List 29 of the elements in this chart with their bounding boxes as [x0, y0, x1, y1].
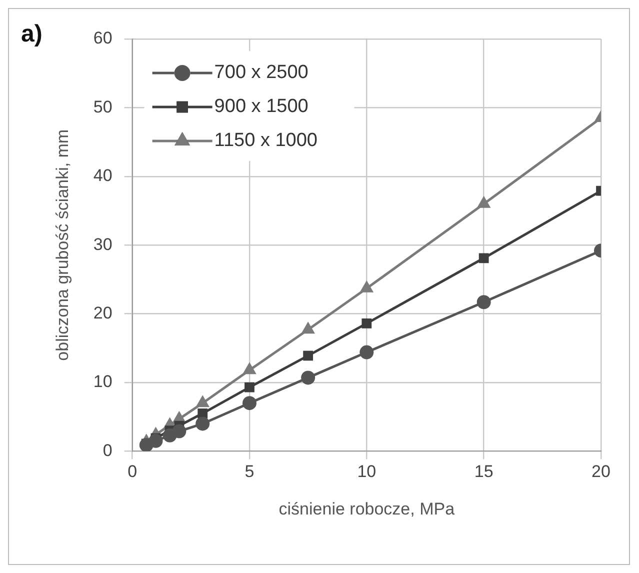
y-tick-label: 40	[93, 166, 112, 186]
x-tick-label: 15	[474, 462, 494, 482]
point	[148, 434, 163, 448]
point	[478, 253, 489, 264]
y-tick-label: 0	[102, 440, 112, 460]
point	[362, 318, 372, 328]
point	[360, 345, 374, 360]
y-tick-label: 60	[93, 28, 112, 48]
point	[172, 424, 186, 438]
y-tick-label: 10	[93, 372, 112, 392]
point	[476, 295, 491, 310]
y-tick-label: 20	[93, 303, 112, 322]
y-tick-label: 30	[93, 234, 112, 254]
y-tick-label: 50	[93, 97, 112, 116]
point	[196, 416, 210, 431]
x-tick-label: 0	[128, 462, 138, 482]
point	[244, 382, 254, 392]
x-tick-label: 20	[592, 462, 610, 482]
x-tick-label: 10	[357, 462, 376, 482]
y-axis-title: obliczona grubość ścianki, mm	[52, 129, 72, 361]
point	[242, 396, 256, 410]
text: a)	[21, 20, 42, 48]
point	[303, 350, 314, 361]
legend-label: 1150 x 1000	[214, 130, 318, 152]
legend-label: 700 x 2500	[214, 62, 308, 84]
point	[301, 370, 316, 385]
x-axis-title: ciśnienie robocze, MPa	[278, 499, 456, 518]
legend-label: 900 x 1500	[214, 96, 308, 118]
x-tick-label: 5	[244, 462, 254, 482]
